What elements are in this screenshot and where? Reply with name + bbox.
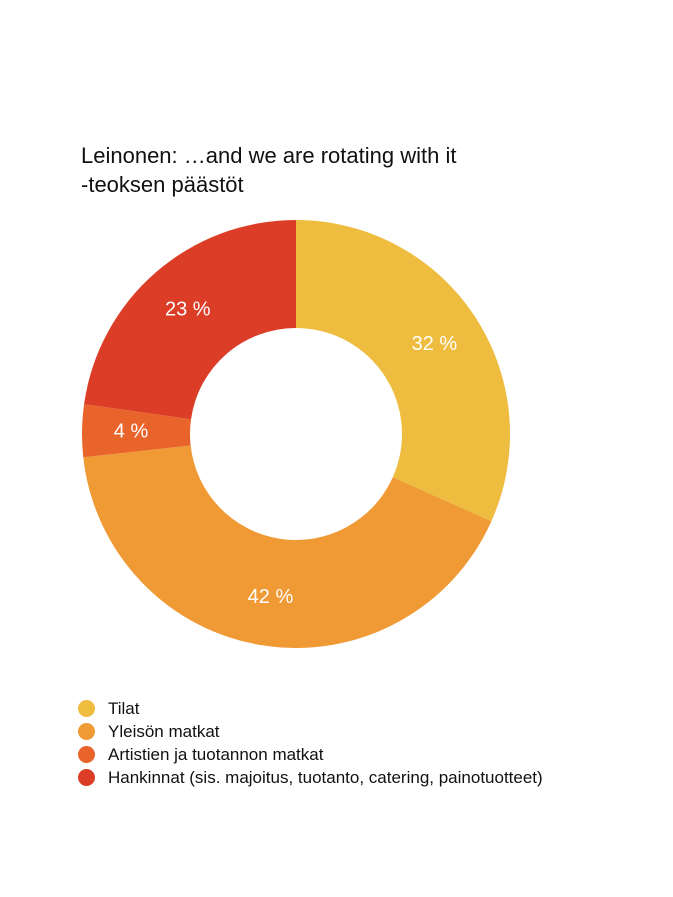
data-label-yleison: 42 % [248, 586, 294, 608]
legend-swatch-icon [78, 723, 95, 740]
chart-legend: Tilat Yleisön matkat Artistien ja tuotanno… [78, 697, 543, 789]
data-label-hankinnat: 23 % [165, 298, 211, 320]
data-label-artistien: 4 % [114, 420, 149, 442]
legend-label: Hankinnat (sis. majoitus, tuotanto, cate… [108, 767, 543, 787]
legend-swatch-icon [78, 746, 95, 763]
data-label-tilat: 32 % [412, 333, 458, 355]
donut-slice-artistien [81, 404, 192, 458]
donut-slice-hankinnat [84, 220, 296, 420]
chart-title-line-2: -teoksen päästöt [81, 172, 244, 197]
legend-item: Tilat [78, 697, 543, 720]
legend-label: Tilat [108, 698, 140, 718]
legend-swatch-icon [78, 769, 95, 786]
legend-item: Yleisön matkat [78, 720, 543, 743]
legend-item: Artistien ja tuotannon matkat [78, 743, 543, 766]
legend-label: Artistien ja tuotannon matkat [108, 744, 324, 764]
legend-label: Yleisön matkat [108, 721, 220, 741]
chart-title-line-1: Leinonen: …and we are rotating with it [81, 143, 457, 168]
legend-swatch-icon [78, 700, 95, 717]
donut-slice-tilat [296, 220, 511, 522]
chart-title: Leinonen: …and we are rotating with it -… [81, 141, 641, 199]
donut-slice-yleison [83, 445, 492, 649]
legend-item: Hankinnat (sis. majoitus, tuotanto, cate… [78, 766, 543, 789]
